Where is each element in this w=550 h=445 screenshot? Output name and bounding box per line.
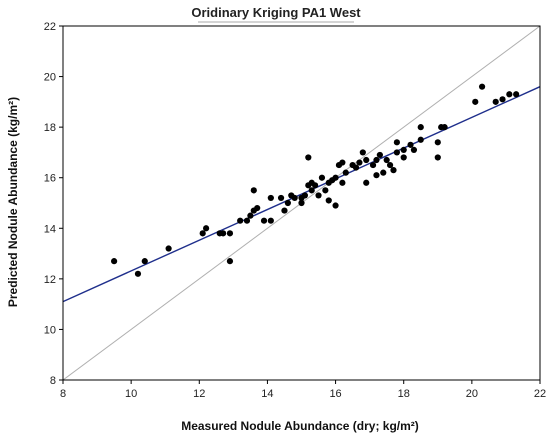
data-point xyxy=(441,124,448,131)
regression-line xyxy=(63,86,540,303)
y-axis-label: Predicted Nodule Abundance (kg/m²) xyxy=(6,97,20,307)
y-tick-label: 16 xyxy=(44,173,56,185)
y-tick-label: 10 xyxy=(44,324,56,336)
y-tick-label: 8 xyxy=(50,375,56,387)
data-point xyxy=(359,149,366,156)
data-point xyxy=(390,167,397,174)
data-point xyxy=(332,202,339,209)
data-point xyxy=(312,182,319,189)
x-tick-label: 16 xyxy=(329,388,341,400)
data-point xyxy=(410,146,418,153)
x-tick-label: 12 xyxy=(193,388,205,400)
data-point xyxy=(322,187,329,194)
data-point xyxy=(339,159,346,166)
data-point xyxy=(499,96,506,103)
data-point xyxy=(267,194,274,202)
data-point xyxy=(318,174,326,181)
data-point xyxy=(472,98,479,105)
data-point xyxy=(506,91,513,98)
data-point xyxy=(373,172,380,179)
data-point xyxy=(342,169,349,176)
data-point xyxy=(301,192,309,199)
data-point xyxy=(417,124,424,131)
data-point xyxy=(363,179,370,186)
y-tick-label: 18 xyxy=(44,122,56,134)
data-point xyxy=(393,139,400,146)
data-point xyxy=(363,156,370,164)
data-point xyxy=(281,207,288,214)
data-point xyxy=(260,217,268,224)
data-point xyxy=(267,217,274,224)
data-point xyxy=(308,187,315,194)
data-point xyxy=(513,91,520,98)
data-point xyxy=(380,169,387,176)
data-point xyxy=(400,154,407,161)
data-point xyxy=(369,161,377,169)
data-point xyxy=(352,164,360,171)
data-point xyxy=(220,230,227,237)
data-point xyxy=(254,204,261,212)
data-point xyxy=(315,192,322,199)
x-axis-label: Measured Nodule Abundance (dry; kg/m²) xyxy=(181,419,419,433)
data-point xyxy=(203,225,210,232)
data-point xyxy=(141,258,148,265)
data-point xyxy=(332,174,339,181)
data-point xyxy=(243,217,251,224)
data-point xyxy=(165,245,172,252)
data-point xyxy=(376,151,383,159)
data-point xyxy=(356,159,363,166)
x-tick-label: 20 xyxy=(466,388,478,400)
data-point xyxy=(325,197,332,204)
data-point xyxy=(393,149,400,156)
data-point xyxy=(284,199,291,207)
x-tick-label: 18 xyxy=(398,388,410,400)
chart-title: Oridinary Kriging PA1 West xyxy=(191,5,361,20)
x-tick-label: 14 xyxy=(261,388,273,400)
x-tick-label: 22 xyxy=(534,388,546,400)
data-point xyxy=(434,154,441,161)
data-point xyxy=(386,161,394,169)
data-point xyxy=(417,136,424,143)
data-point xyxy=(277,194,285,202)
data-point xyxy=(237,217,244,224)
data-point xyxy=(226,258,234,265)
data-point xyxy=(134,270,142,277)
data-point xyxy=(305,154,312,161)
data-point xyxy=(298,199,305,207)
data-point xyxy=(373,156,380,164)
data-point xyxy=(407,141,414,148)
data-point xyxy=(226,230,234,237)
x-tick-label: 8 xyxy=(60,388,66,400)
plot-frame xyxy=(62,25,541,381)
data-point xyxy=(400,146,407,153)
y-tick-label: 14 xyxy=(44,223,56,235)
data-point xyxy=(339,179,346,186)
x-tick-label: 10 xyxy=(125,388,137,400)
data-point xyxy=(199,230,206,237)
data-point xyxy=(247,212,254,219)
data-point xyxy=(478,83,486,90)
data-point xyxy=(111,258,118,265)
data-point xyxy=(492,98,499,105)
data-point xyxy=(434,139,441,146)
data-point xyxy=(383,156,390,164)
y-tick-label: 12 xyxy=(44,274,56,286)
y-tick-label: 22 xyxy=(44,21,56,33)
y-tick-label: 20 xyxy=(44,72,56,84)
data-point xyxy=(291,194,298,202)
data-point xyxy=(250,187,257,194)
